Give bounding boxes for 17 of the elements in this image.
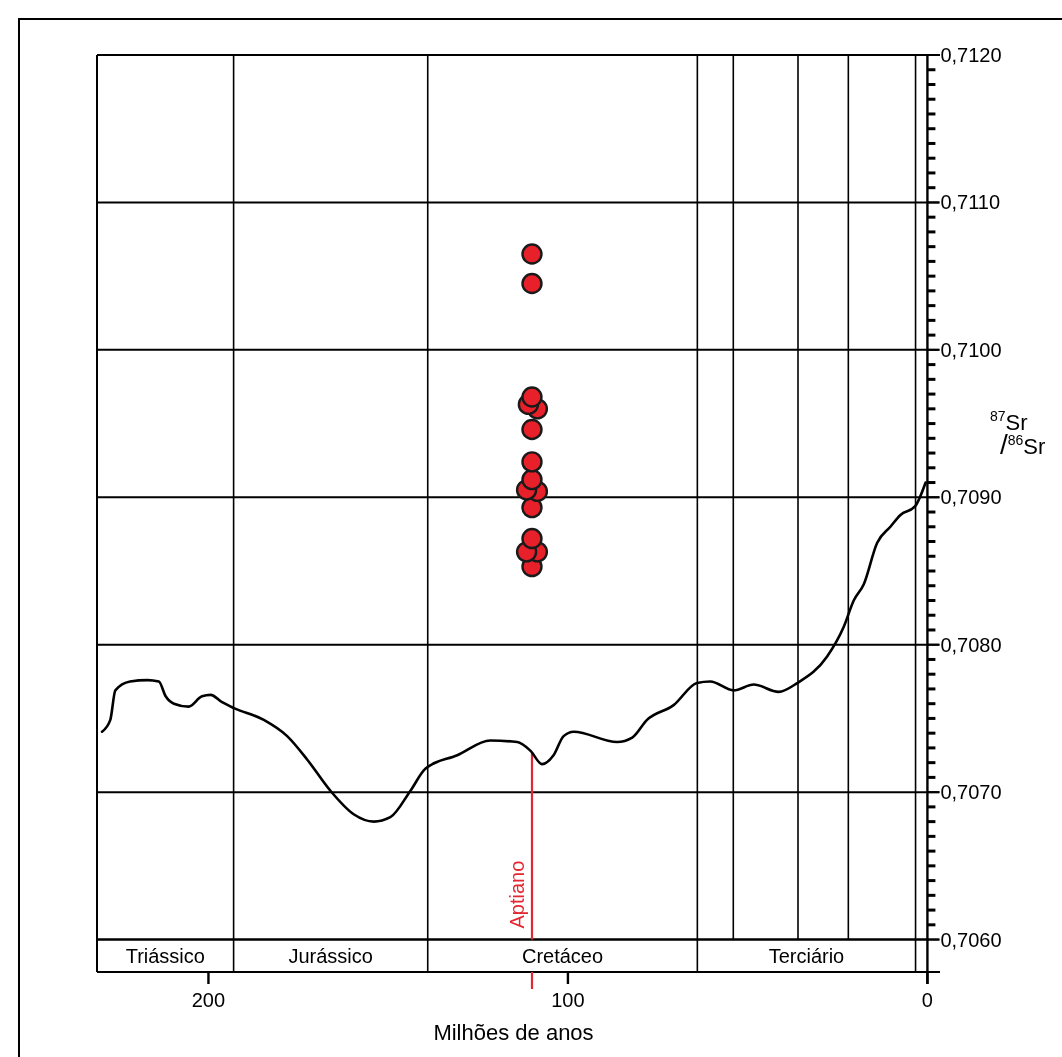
- ref-line-label: Aptiano: [505, 860, 528, 929]
- annotation: Terciário: [768, 944, 845, 967]
- y-tick-label: 0,7120: [940, 44, 1002, 66]
- x-axis-title: Milhões de anos: [433, 1020, 594, 1045]
- y-axis-title: $^{87}$Sr/$^{86}$Sr: [990, 408, 1046, 460]
- annotation: Cretáceo: [521, 944, 604, 967]
- x-tick-label: 200: [191, 989, 226, 1011]
- y-tick-label: 0,7110: [940, 191, 1001, 214]
- x-tick-label: 0: [921, 989, 933, 1011]
- y-tick-label: 0,7100: [940, 338, 1002, 361]
- y-tick-label: 0,7080: [940, 633, 1002, 656]
- y-tick-label: 0,7090: [940, 486, 1002, 509]
- x-tick-label: 100: [551, 989, 585, 1011]
- y-tick-label: 0,7060: [940, 928, 1002, 951]
- y-tick-label: 0,7070: [940, 781, 1002, 804]
- annotation: Jurássico: [288, 944, 373, 967]
- annotation: Triássico: [125, 944, 205, 967]
